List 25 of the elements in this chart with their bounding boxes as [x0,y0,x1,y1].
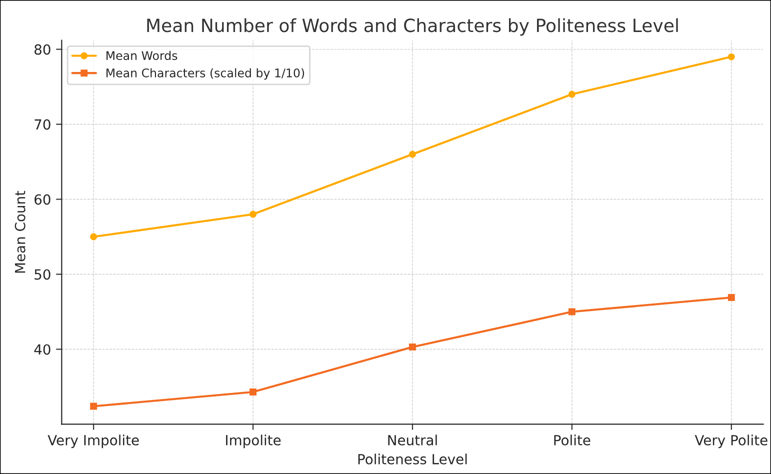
legend-label: Mean Characters (scaled by 1/10) [106,68,304,80]
x-tick-label: Neutral [388,434,437,446]
point [409,150,416,158]
point [90,233,98,240]
y-axis-title: Mean Count [14,190,26,273]
point [728,294,735,301]
legend-label: Mean Words [106,50,178,60]
y-tick-label: 50 [34,269,50,280]
x-tick-label: Very Polite [694,434,768,448]
y-tick-label: 80 [34,44,50,55]
x-axis-title: Politeness Level [358,454,467,464]
point [250,210,256,218]
y-tick-label: 40 [34,344,50,355]
point [409,344,416,350]
point [568,90,576,98]
point [568,308,576,316]
point [250,388,256,396]
x-tick-label: Impolite [226,434,281,448]
y-tick-label: 60 [34,194,50,205]
x-tick-label: Very Impolite [48,434,139,448]
point [728,53,735,60]
y-tick-label: 70 [34,119,50,130]
point [90,402,98,410]
x-tick-label: Polite [554,434,590,446]
chart-title: Mean Number of Words and Characters by Politeness Level [147,18,678,36]
